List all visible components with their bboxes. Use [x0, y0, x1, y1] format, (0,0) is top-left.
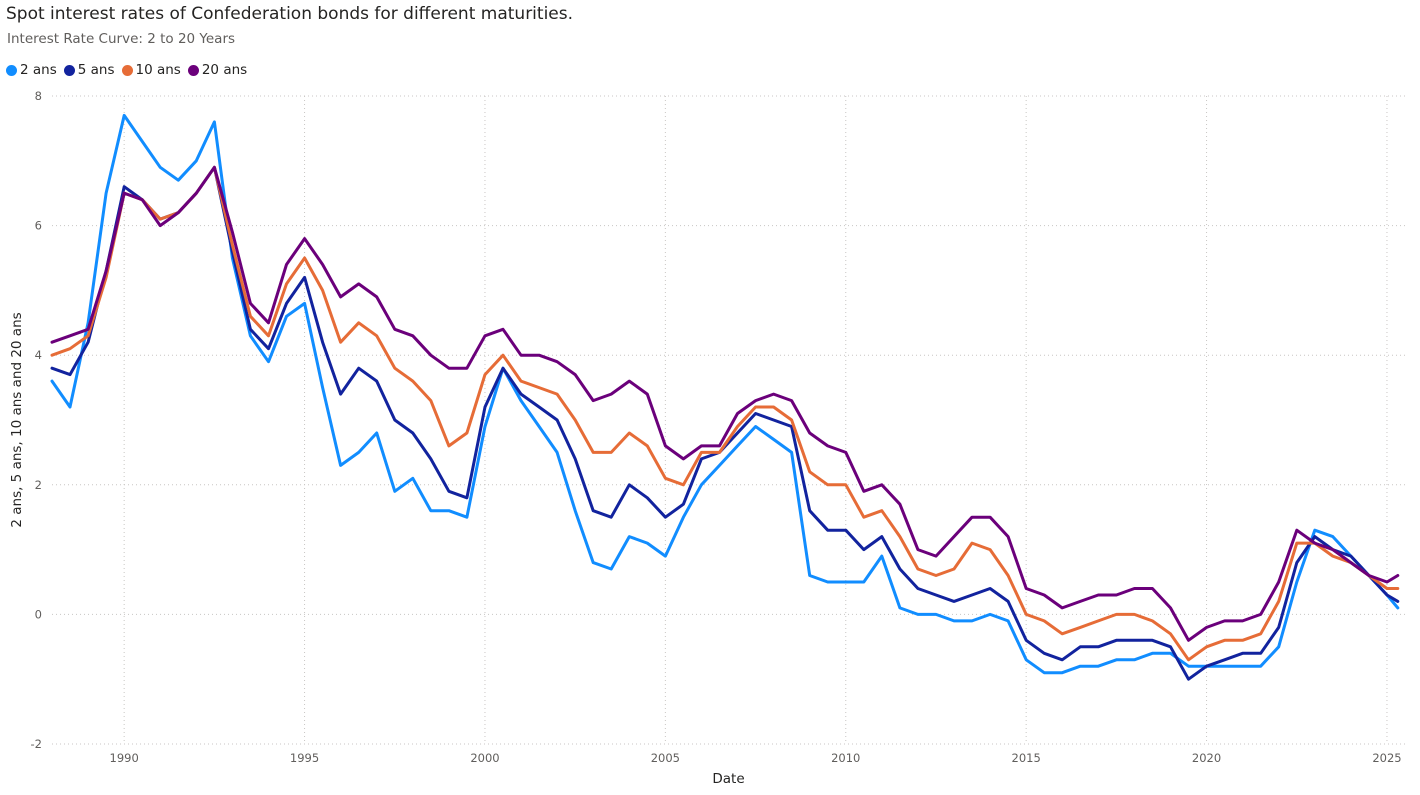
y-tick-label: 2 [35, 478, 42, 492]
x-tick-label: 2020 [1192, 751, 1221, 765]
series-line-5-ans [50, 165, 1400, 681]
legend-marker-icon [121, 64, 133, 76]
legend-label: 10 ans [135, 62, 181, 78]
y-tick-label: 6 [35, 219, 42, 233]
legend-item[interactable]: 5 ans [63, 62, 115, 78]
legend-item[interactable]: 20 ans [187, 62, 248, 78]
legend-label: 20 ans [201, 62, 248, 78]
x-tick-label: 2025 [1372, 751, 1401, 765]
y-tick-label: -2 [31, 737, 42, 751]
series-line-20-ans [50, 165, 1400, 642]
legend-item[interactable]: 2 ans [6, 62, 57, 78]
x-tick-label: 2000 [470, 751, 499, 765]
series-line-10-ans [50, 165, 1400, 662]
y-tick-label: 0 [35, 607, 42, 621]
legend-label: 2 ans [20, 62, 57, 78]
legend-marker-icon [63, 64, 75, 76]
legend: 2 ans 5 ans 10 ans 20 ans [6, 62, 254, 78]
x-tick-label: 2015 [1012, 751, 1041, 765]
y-tick-label: 8 [35, 89, 42, 103]
x-tick-label: 2010 [831, 751, 860, 765]
chart-title: Spot interest rates of Confederation bon… [6, 4, 574, 24]
y-axis-title: 2 ans, 5 ans, 10 ans and 20 ans [9, 312, 25, 527]
x-tick-label: 1995 [290, 751, 319, 765]
x-axis-title: Date [712, 771, 744, 787]
legend-marker-icon [6, 64, 17, 76]
series-line-2-ans [50, 113, 1400, 675]
legend-label: 5 ans [77, 62, 115, 78]
chart-subtitle: Interest Rate Curve: 2 to 20 Years [7, 31, 236, 47]
x-tick-label: 1990 [110, 751, 139, 765]
y-tick-label: 4 [35, 348, 42, 362]
legend-item[interactable]: 10 ans [121, 62, 181, 78]
x-tick-label: 2005 [651, 751, 680, 765]
legend-marker-icon [187, 64, 199, 76]
